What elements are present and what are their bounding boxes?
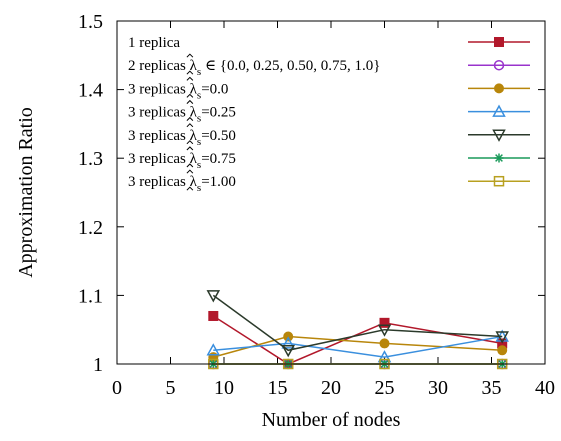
x-tick-label: 25 (375, 377, 395, 399)
legend-label: 3 replicas λs=1.00 (128, 174, 236, 194)
y-tick-label: 1.5 (78, 11, 103, 33)
series-line (212, 315, 503, 365)
hat-accent-sub (186, 116, 194, 121)
axis-ticks: 0 5 10 15 20 25 30 35 40 1 1.1 1.2 1.3 1.4 1.5 (78, 11, 555, 399)
legend-label: 2 replicas λs ∈ {0.0, 0.25, 0.50, 0.75, … (128, 58, 380, 78)
series-lines (206, 290, 509, 370)
legend-label: 3 replicas λs=0.50 (128, 128, 236, 148)
data-point (377, 324, 392, 337)
x-tick-label: 0 (112, 377, 122, 399)
data-point (206, 290, 221, 303)
data-point (206, 343, 221, 356)
data-point (494, 153, 504, 163)
y-tick-label: 1.3 (78, 148, 103, 170)
series-line (213, 335, 503, 358)
legend: 1 replica 2 replicas λs ∈ {0.0, 0.25, 0.5… (128, 35, 530, 194)
x-tick-label: 40 (535, 377, 555, 399)
legend-item: 3 replicas λs=0.50 (128, 123, 530, 148)
hat-accent-sub (186, 140, 194, 145)
legend-label: 3 replicas λs=0.0 (128, 81, 228, 101)
x-tick-label: 10 (214, 377, 234, 399)
legend-item: 3 replicas λs=1.00 (128, 169, 530, 194)
hat-accent (186, 146, 194, 151)
hat-accent (186, 123, 194, 128)
data-point (494, 37, 504, 47)
y-tick-label: 1.1 (78, 285, 103, 307)
legend-item: 3 replicas λs=0.0 (128, 76, 530, 101)
x-tick-label: 15 (268, 377, 288, 399)
series-5 (206, 290, 509, 358)
legend-item: 3 replicas λs=0.25 (128, 99, 530, 125)
data-point (495, 331, 509, 344)
series-line (212, 294, 503, 352)
hat-accent-sub (186, 93, 194, 98)
data-point (492, 129, 506, 142)
legend-item: 2 replicas λs ∈ {0.0, 0.25, 0.50, 0.75, … (128, 53, 530, 78)
plot-frame (116, 20, 546, 365)
y-tick-label: 1 (93, 354, 103, 376)
hat-accent-sub (186, 163, 194, 168)
y-axis-label: Approximation Ratio (15, 107, 37, 278)
y-tick-label: 1.2 (78, 217, 103, 239)
hat-accent (186, 76, 194, 81)
data-point (281, 345, 295, 358)
data-point (493, 175, 505, 187)
legend-label: 3 replicas λs=0.75 (128, 151, 236, 171)
data-point (492, 104, 506, 117)
data-point (208, 310, 219, 321)
hat-accent (186, 99, 194, 104)
data-point (493, 59, 505, 71)
hat-accent-sub (186, 70, 194, 75)
hat-accent (186, 53, 194, 58)
data-point (379, 338, 390, 349)
legend-label: 3 replicas λs=0.25 (128, 105, 236, 125)
y-tick-label: 1.4 (78, 80, 103, 102)
legend-item: 1 replica (128, 35, 530, 51)
x-axis-label: Number of nodes (262, 409, 401, 431)
hat-accent-sub (186, 186, 194, 191)
x-tick-label: 35 (482, 377, 502, 399)
x-tick-label: 5 (166, 377, 176, 399)
x-tick-label: 20 (321, 377, 341, 399)
data-point (379, 317, 390, 328)
data-point (494, 83, 504, 94)
hat-accent (186, 169, 194, 174)
x-tick-label: 30 (428, 377, 448, 399)
legend-label: 1 replica (128, 35, 180, 51)
legend-item: 3 replicas λs=0.75 (128, 146, 530, 171)
data-point (497, 345, 508, 356)
data-point (281, 336, 295, 349)
series-1 (208, 310, 508, 369)
